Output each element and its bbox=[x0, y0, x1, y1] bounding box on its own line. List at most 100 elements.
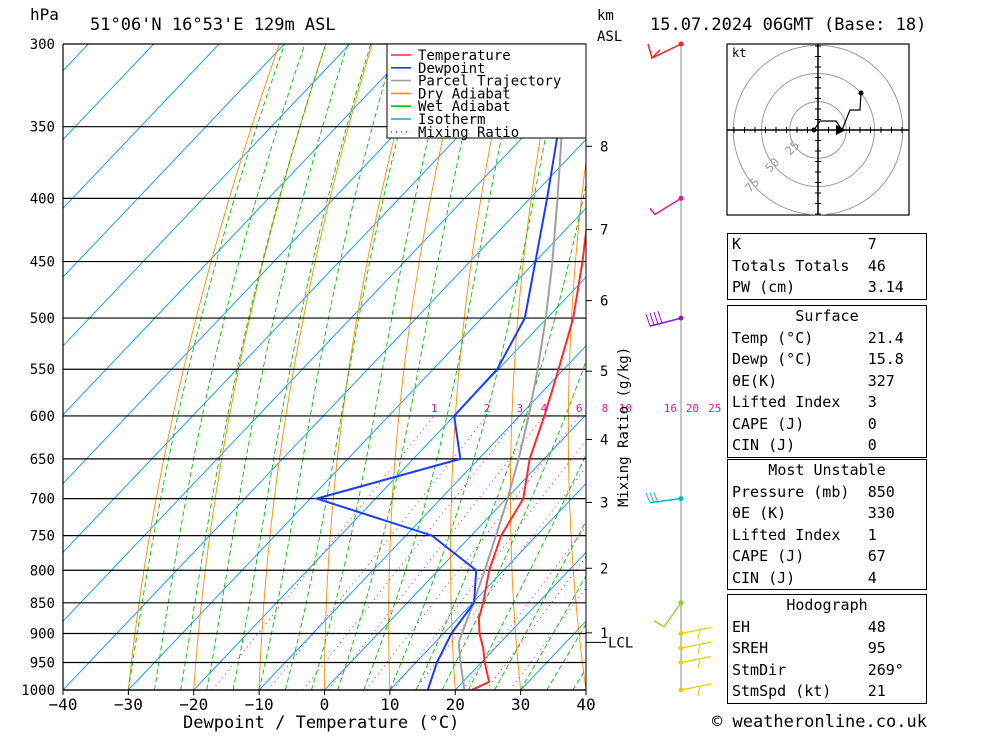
wet-adiabat-line bbox=[284, 44, 423, 690]
general-index-value: 3.14 bbox=[867, 278, 904, 296]
dry-adiabat-line bbox=[928, 44, 1000, 690]
x-tick-label: −40 bbox=[49, 695, 78, 714]
pressure-tick-label: 950 bbox=[30, 655, 55, 671]
legend-label: Parcel Trajectory bbox=[418, 74, 561, 90]
mixing-ratio-label: 8 bbox=[602, 402, 609, 415]
wet-adiabat-line bbox=[127, 44, 286, 690]
most-unstable-index-row: Lifted Index 1 bbox=[728, 525, 926, 547]
most-unstable-index-value: 67 bbox=[867, 547, 886, 565]
wind-barb-850 bbox=[653, 600, 684, 628]
wind-barb-925 bbox=[678, 641, 712, 655]
surface-index-label: Dewp (°C) bbox=[732, 350, 814, 368]
hodograph-index-row: StmSpd (kt) 21 bbox=[728, 681, 926, 703]
most-unstable-index-value: 330 bbox=[867, 504, 895, 522]
surface-index-value: 327 bbox=[867, 371, 895, 390]
legend-label: Temperature bbox=[418, 48, 511, 64]
surface-index-row: Temp (°C) 21.4 bbox=[728, 328, 926, 350]
general-index-value: 7 bbox=[867, 235, 877, 253]
isotherm-line bbox=[63, 44, 547, 554]
general-index-row: PW (cm) 3.14 bbox=[728, 277, 926, 299]
surface-indices-table: Surface Temp (°C) 21.4 Dewp (°C) 15.8 θE(K) 3… bbox=[727, 305, 927, 458]
x-tick-label: 40 bbox=[576, 695, 595, 714]
wind-profile bbox=[645, 41, 712, 697]
mixing-ratio-label: 1 bbox=[431, 402, 438, 415]
surface-index-row: CAPE (J) 0 bbox=[728, 414, 926, 436]
hodograph-index-label: StmDir bbox=[732, 660, 787, 679]
general-index-value: 46 bbox=[867, 256, 886, 275]
legend-label: Isotherm bbox=[418, 112, 485, 128]
most-unstable-index-label: CAPE (J) bbox=[732, 547, 805, 565]
most-unstable-title: Most Unstable bbox=[768, 461, 886, 479]
legend-box bbox=[386, 43, 587, 139]
surface-index-row: Lifted Index 3 bbox=[728, 392, 926, 414]
wind-barb-900 bbox=[678, 626, 712, 640]
km-unit-label: km bbox=[597, 8, 614, 24]
x-tick-label: −10 bbox=[245, 695, 274, 714]
wind-barb-700 bbox=[645, 492, 684, 504]
mixing-ratio-label: 10 bbox=[619, 402, 632, 415]
hodograph-index-row: StmDir 269° bbox=[728, 660, 926, 682]
most-unstable-index-value: 850 bbox=[867, 482, 895, 501]
general-indices-table: K 7 Totals Totals 46 PW (cm) 3.14 bbox=[727, 233, 927, 300]
most-unstable-index-label: Pressure (mb) bbox=[732, 482, 850, 501]
general-index-label: PW (cm) bbox=[732, 278, 796, 296]
x-axis-title: Dewpoint / Temperature (°C) bbox=[183, 713, 459, 733]
pressure-tick-label: 300 bbox=[30, 37, 55, 53]
legend-label: Mixing Ratio bbox=[418, 125, 519, 141]
hodograph-index-value: 269° bbox=[867, 660, 904, 679]
pressure-tick-label: 400 bbox=[30, 191, 55, 207]
dry-adiabat-line bbox=[975, 44, 1000, 690]
surface-index-value: 0 bbox=[867, 414, 877, 433]
wet-adiabat-line bbox=[258, 44, 396, 690]
hodograph-index-label: EH bbox=[732, 617, 751, 636]
most-unstable-index-row: Pressure (mb) 850 bbox=[728, 482, 926, 504]
hodograph-index-label: SREH bbox=[732, 639, 769, 657]
x-tick-label: 10 bbox=[380, 695, 399, 714]
most-unstable-index-label: θE (K) bbox=[732, 504, 787, 522]
isotherm-line bbox=[63, 44, 155, 141]
pressure-tick-label: 450 bbox=[30, 255, 55, 271]
isotherm-line bbox=[0, 44, 23, 690]
pressure-tick-label: 900 bbox=[30, 626, 55, 642]
location-title: 51°06'N 16°53'E 129m ASL bbox=[90, 15, 336, 35]
hodograph-top-point bbox=[858, 90, 864, 96]
storm-motion-marker bbox=[836, 125, 846, 135]
isotherm-line bbox=[63, 69, 586, 622]
isotherm-line bbox=[324, 414, 586, 690]
mixing-ratio-label: 4 bbox=[541, 402, 548, 415]
mixing-ratio-label: 6 bbox=[576, 402, 583, 415]
most-unstable-index-row: CAPE (J) 67 bbox=[728, 546, 926, 568]
surface-index-value: 3 bbox=[867, 393, 877, 411]
lcl-label: LCL bbox=[608, 635, 633, 651]
most-unstable-index-label: CIN (J) bbox=[732, 568, 796, 587]
wet-adiabat-line bbox=[520, 574, 586, 690]
km-tick-label: 2 bbox=[600, 561, 608, 577]
pressure-tick-label: 500 bbox=[30, 311, 55, 327]
x-tick-label: −30 bbox=[114, 695, 143, 714]
km-tick-label: 6 bbox=[600, 294, 608, 310]
km-tick-label: 1 bbox=[600, 626, 608, 642]
isotherm-line bbox=[63, 44, 351, 347]
pressure-tick-label: 700 bbox=[30, 492, 55, 508]
mixing-ratio-line bbox=[365, 415, 580, 690]
wind-barb-400 bbox=[649, 195, 684, 216]
mixing-ratio-labels: 1 2 3 4 6 8 10 16 20 25 bbox=[431, 402, 722, 415]
isotherm-line bbox=[193, 276, 586, 690]
isotherm-line bbox=[63, 44, 481, 485]
pressure-tick-label: 750 bbox=[30, 529, 55, 545]
hodograph-index-row: SREH 95 bbox=[728, 638, 926, 660]
mixing-ratio-line bbox=[302, 415, 521, 690]
dry-adiabat-line bbox=[450, 44, 512, 690]
km-tick-label: 4 bbox=[600, 433, 608, 449]
parcel-trajectory bbox=[457, 44, 570, 690]
km-tick-label: 5 bbox=[600, 364, 608, 380]
pressure-tick-label: 350 bbox=[30, 120, 55, 136]
km-tick-label: 7 bbox=[600, 223, 608, 239]
surface-index-label: Temp (°C) bbox=[732, 328, 814, 347]
surface-title: Surface bbox=[795, 307, 859, 325]
most-unstable-index-label: Lifted Index bbox=[732, 525, 841, 544]
wet-adiabat-line bbox=[154, 44, 306, 690]
